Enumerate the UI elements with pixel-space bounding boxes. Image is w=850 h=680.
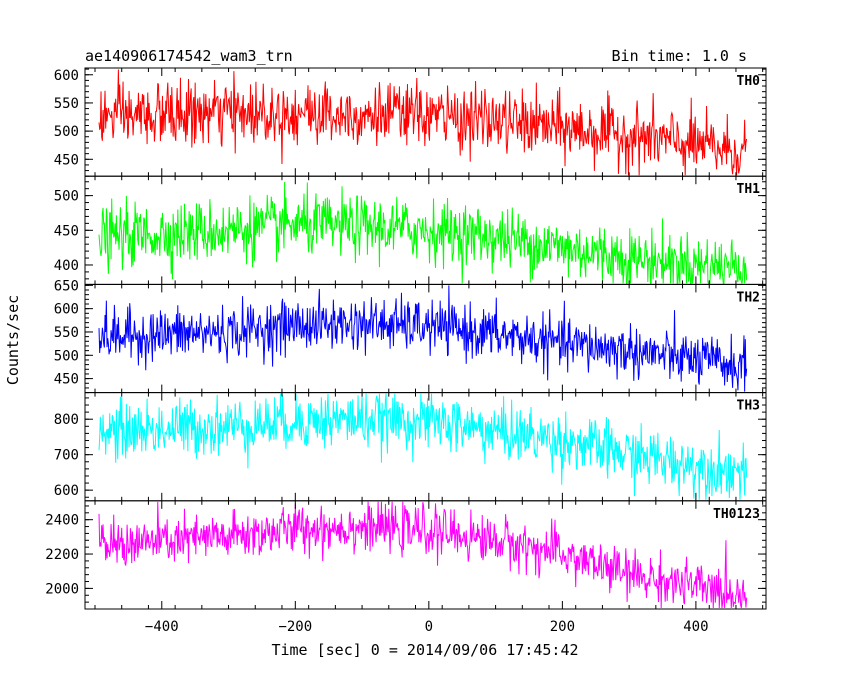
panel-th1: 400 450 500 TH1: [54, 175, 767, 285]
y-tick-label: 600: [54, 68, 79, 84]
series-line-th1: [98, 182, 748, 284]
x-tick-label: 0: [425, 619, 433, 635]
y-tick-label: 500: [54, 189, 79, 205]
chart-title: ae140906174542_wam3_trn: [85, 47, 293, 65]
y-tick-label: 2000: [45, 581, 79, 597]
y-tick-label: 600: [54, 302, 79, 318]
x-tick-label: 400: [683, 619, 708, 635]
series-line-th0: [98, 69, 748, 176]
y-tick-label: 550: [54, 96, 79, 112]
panel-th0123: 2000 2200 2400 TH0123: [45, 500, 767, 610]
y-tick-label: 2400: [45, 513, 79, 529]
series-line-th0123: [98, 501, 748, 609]
series-line-th2: [98, 285, 748, 392]
y-tick-label: 500: [54, 124, 79, 140]
panel-label-th0123: TH0123: [713, 507, 760, 522]
y-tick-label: 700: [54, 448, 79, 464]
y-tick-label: 450: [54, 223, 79, 239]
x-tick-label: −400: [145, 619, 179, 635]
x-axis-label: Time [sec] 0 = 2014/09/06 17:45:42: [271, 641, 578, 659]
x-tick-label: −200: [278, 619, 312, 635]
y-tick-label: 400: [54, 258, 79, 274]
panel-th3: 600 700 800 TH3: [54, 392, 767, 502]
panel-label-th0: TH0: [737, 74, 761, 89]
y-tick-label: 450: [54, 152, 79, 168]
panel-th2: 450 500 550 600 650 TH2: [54, 278, 767, 394]
y-axis-label: Counts/sec: [4, 295, 22, 385]
panel-label-th1: TH1: [737, 182, 761, 197]
y-tick-label: 500: [54, 348, 79, 364]
panel-th0: 450 500 550 600 TH0: [54, 67, 767, 177]
panel-label-th2: TH2: [737, 290, 760, 305]
y-tick-label: 550: [54, 325, 79, 341]
panel-label-th3: TH3: [737, 399, 760, 414]
y-tick-label: 650: [54, 278, 79, 294]
y-tick-label: 600: [54, 483, 79, 499]
x-tick-label: 200: [550, 619, 575, 635]
bin-time-label: Bin time: 1.0 s: [612, 47, 747, 65]
y-tick-label: 800: [54, 412, 79, 428]
panel-frame: [84, 500, 767, 610]
series-line-th3: [98, 393, 748, 500]
y-tick-label: 2200: [45, 547, 79, 563]
y-tick-label: 450: [54, 372, 79, 388]
